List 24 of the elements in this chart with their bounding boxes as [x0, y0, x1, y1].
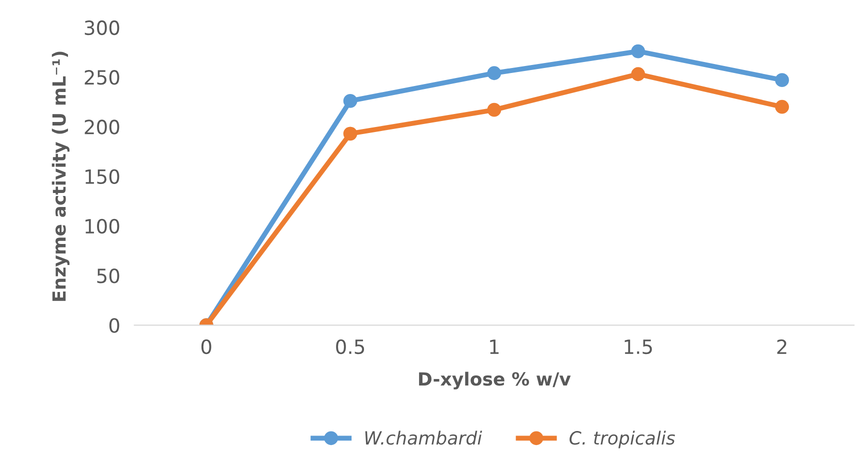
x-tick-label: 2 [777, 339, 786, 354]
x-tick-label: 1.5 [624, 340, 652, 354]
y-tick-label: 250 [84, 70, 120, 85]
x-axis-title: D-xylose % w/v [419, 372, 571, 390]
x-tick-label: 0 [201, 339, 212, 354]
point [775, 100, 789, 114]
point [487, 102, 502, 117]
y-tick-label: 0 [109, 318, 120, 333]
point [631, 44, 646, 58]
legend-label: W.chambardi [365, 430, 482, 445]
point [343, 94, 358, 108]
point [487, 66, 502, 80]
point [775, 73, 789, 88]
point [631, 67, 646, 82]
point [343, 126, 358, 141]
y-axis-title: Enzyme activity (U mL⁻¹) [52, 52, 70, 301]
y-tick-label: 100 [86, 218, 120, 234]
y-tick-label: 200 [84, 120, 120, 134]
y-tick-label: 150 [86, 169, 120, 184]
y-tick-label: 50 [97, 268, 120, 284]
x-tick-label: 0.5 [336, 339, 364, 354]
y-tick-label: 300 [84, 20, 120, 36]
legend-label: C. tropicalis [570, 430, 675, 448]
x-tick-label: 1 [490, 340, 499, 354]
